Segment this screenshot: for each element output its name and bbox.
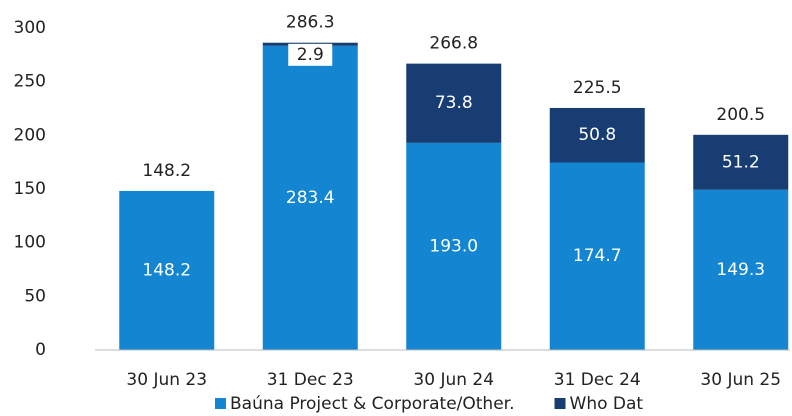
bar-segment [693,134,789,190]
data-label: 148.2 [142,260,191,280]
total-label: 148.2 [142,161,191,181]
legend-label: Baúna Project & Corporate/Other. [230,394,515,414]
bar-segment [406,142,502,350]
y-tick-label: 50 [24,286,46,306]
legend-swatch [554,398,566,409]
data-label: 73.8 [435,93,473,113]
y-tick-label: 150 [14,179,46,199]
y-tick-label: 300 [14,18,46,38]
x-tick-label: 31 Dec 23 [267,370,354,390]
y-tick-label: 250 [14,72,46,92]
data-label: 149.3 [716,260,765,280]
bar-segment [262,45,358,351]
y-tick-label: 100 [14,233,46,253]
bar-segment [693,189,789,350]
y-tick-label: 0 [35,340,46,360]
y-tick-label: 200 [14,125,46,145]
data-label: 50.8 [578,125,616,145]
x-tick-label: 30 Jun 25 [700,370,781,390]
legend-label: Who Dat [570,394,644,414]
data-label: 174.7 [573,246,622,266]
data-label: 193.0 [429,236,478,256]
bar-segment [549,107,645,163]
total-label: 286.3 [286,13,335,33]
total-label: 200.5 [716,105,765,125]
total-label: 266.8 [429,34,478,54]
x-tick-label: 30 Jun 23 [126,370,207,390]
bar-segment [119,190,215,350]
total-label: 225.5 [573,78,622,98]
data-label: 2.9 [297,45,324,65]
legend-swatch [215,398,226,409]
x-tick-label: 31 Dec 24 [554,370,641,390]
bar-segment [549,162,645,350]
label-box [288,43,333,66]
data-label: 283.4 [286,188,335,208]
bar-segment [406,63,502,143]
data-label: 51.2 [722,152,760,172]
x-tick-label: 30 Jun 24 [413,370,494,390]
